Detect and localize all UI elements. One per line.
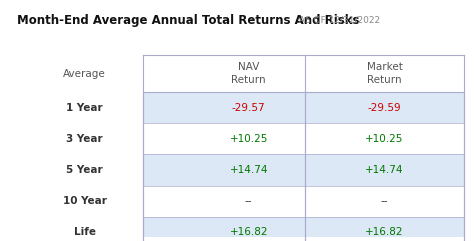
Text: Life: Life [74, 227, 96, 237]
Text: 3 Year: 3 Year [66, 134, 103, 144]
Text: +14.74: +14.74 [365, 165, 404, 175]
Text: -29.59: -29.59 [368, 103, 401, 113]
Text: -29.57: -29.57 [232, 103, 265, 113]
Text: Return: Return [231, 75, 266, 85]
Text: Average: Average [64, 69, 106, 79]
Bar [143, 154, 464, 186]
Bar [143, 92, 464, 123]
Text: --: -- [381, 196, 388, 206]
Text: Month-End Average Annual Total Returns And Risks: Month-End Average Annual Total Returns A… [17, 14, 359, 27]
Text: +10.25: +10.25 [365, 134, 404, 144]
Text: 5 Year: 5 Year [66, 165, 103, 175]
Text: Market: Market [366, 62, 402, 72]
Text: Return: Return [367, 75, 402, 85]
Text: +16.82: +16.82 [365, 227, 404, 237]
Text: +10.25: +10.25 [229, 134, 268, 144]
Bar [143, 123, 464, 154]
Text: +16.82: +16.82 [229, 227, 268, 237]
Bar [143, 186, 464, 217]
Text: 10 Year: 10 Year [63, 196, 107, 206]
Bar [143, 217, 464, 241]
Text: 1 Year: 1 Year [66, 103, 103, 113]
Text: +14.74: +14.74 [229, 165, 268, 175]
Text: --: -- [245, 196, 253, 206]
Text: NAV: NAV [238, 62, 259, 72]
Text: AS OF 12/31/2022: AS OF 12/31/2022 [297, 16, 381, 25]
